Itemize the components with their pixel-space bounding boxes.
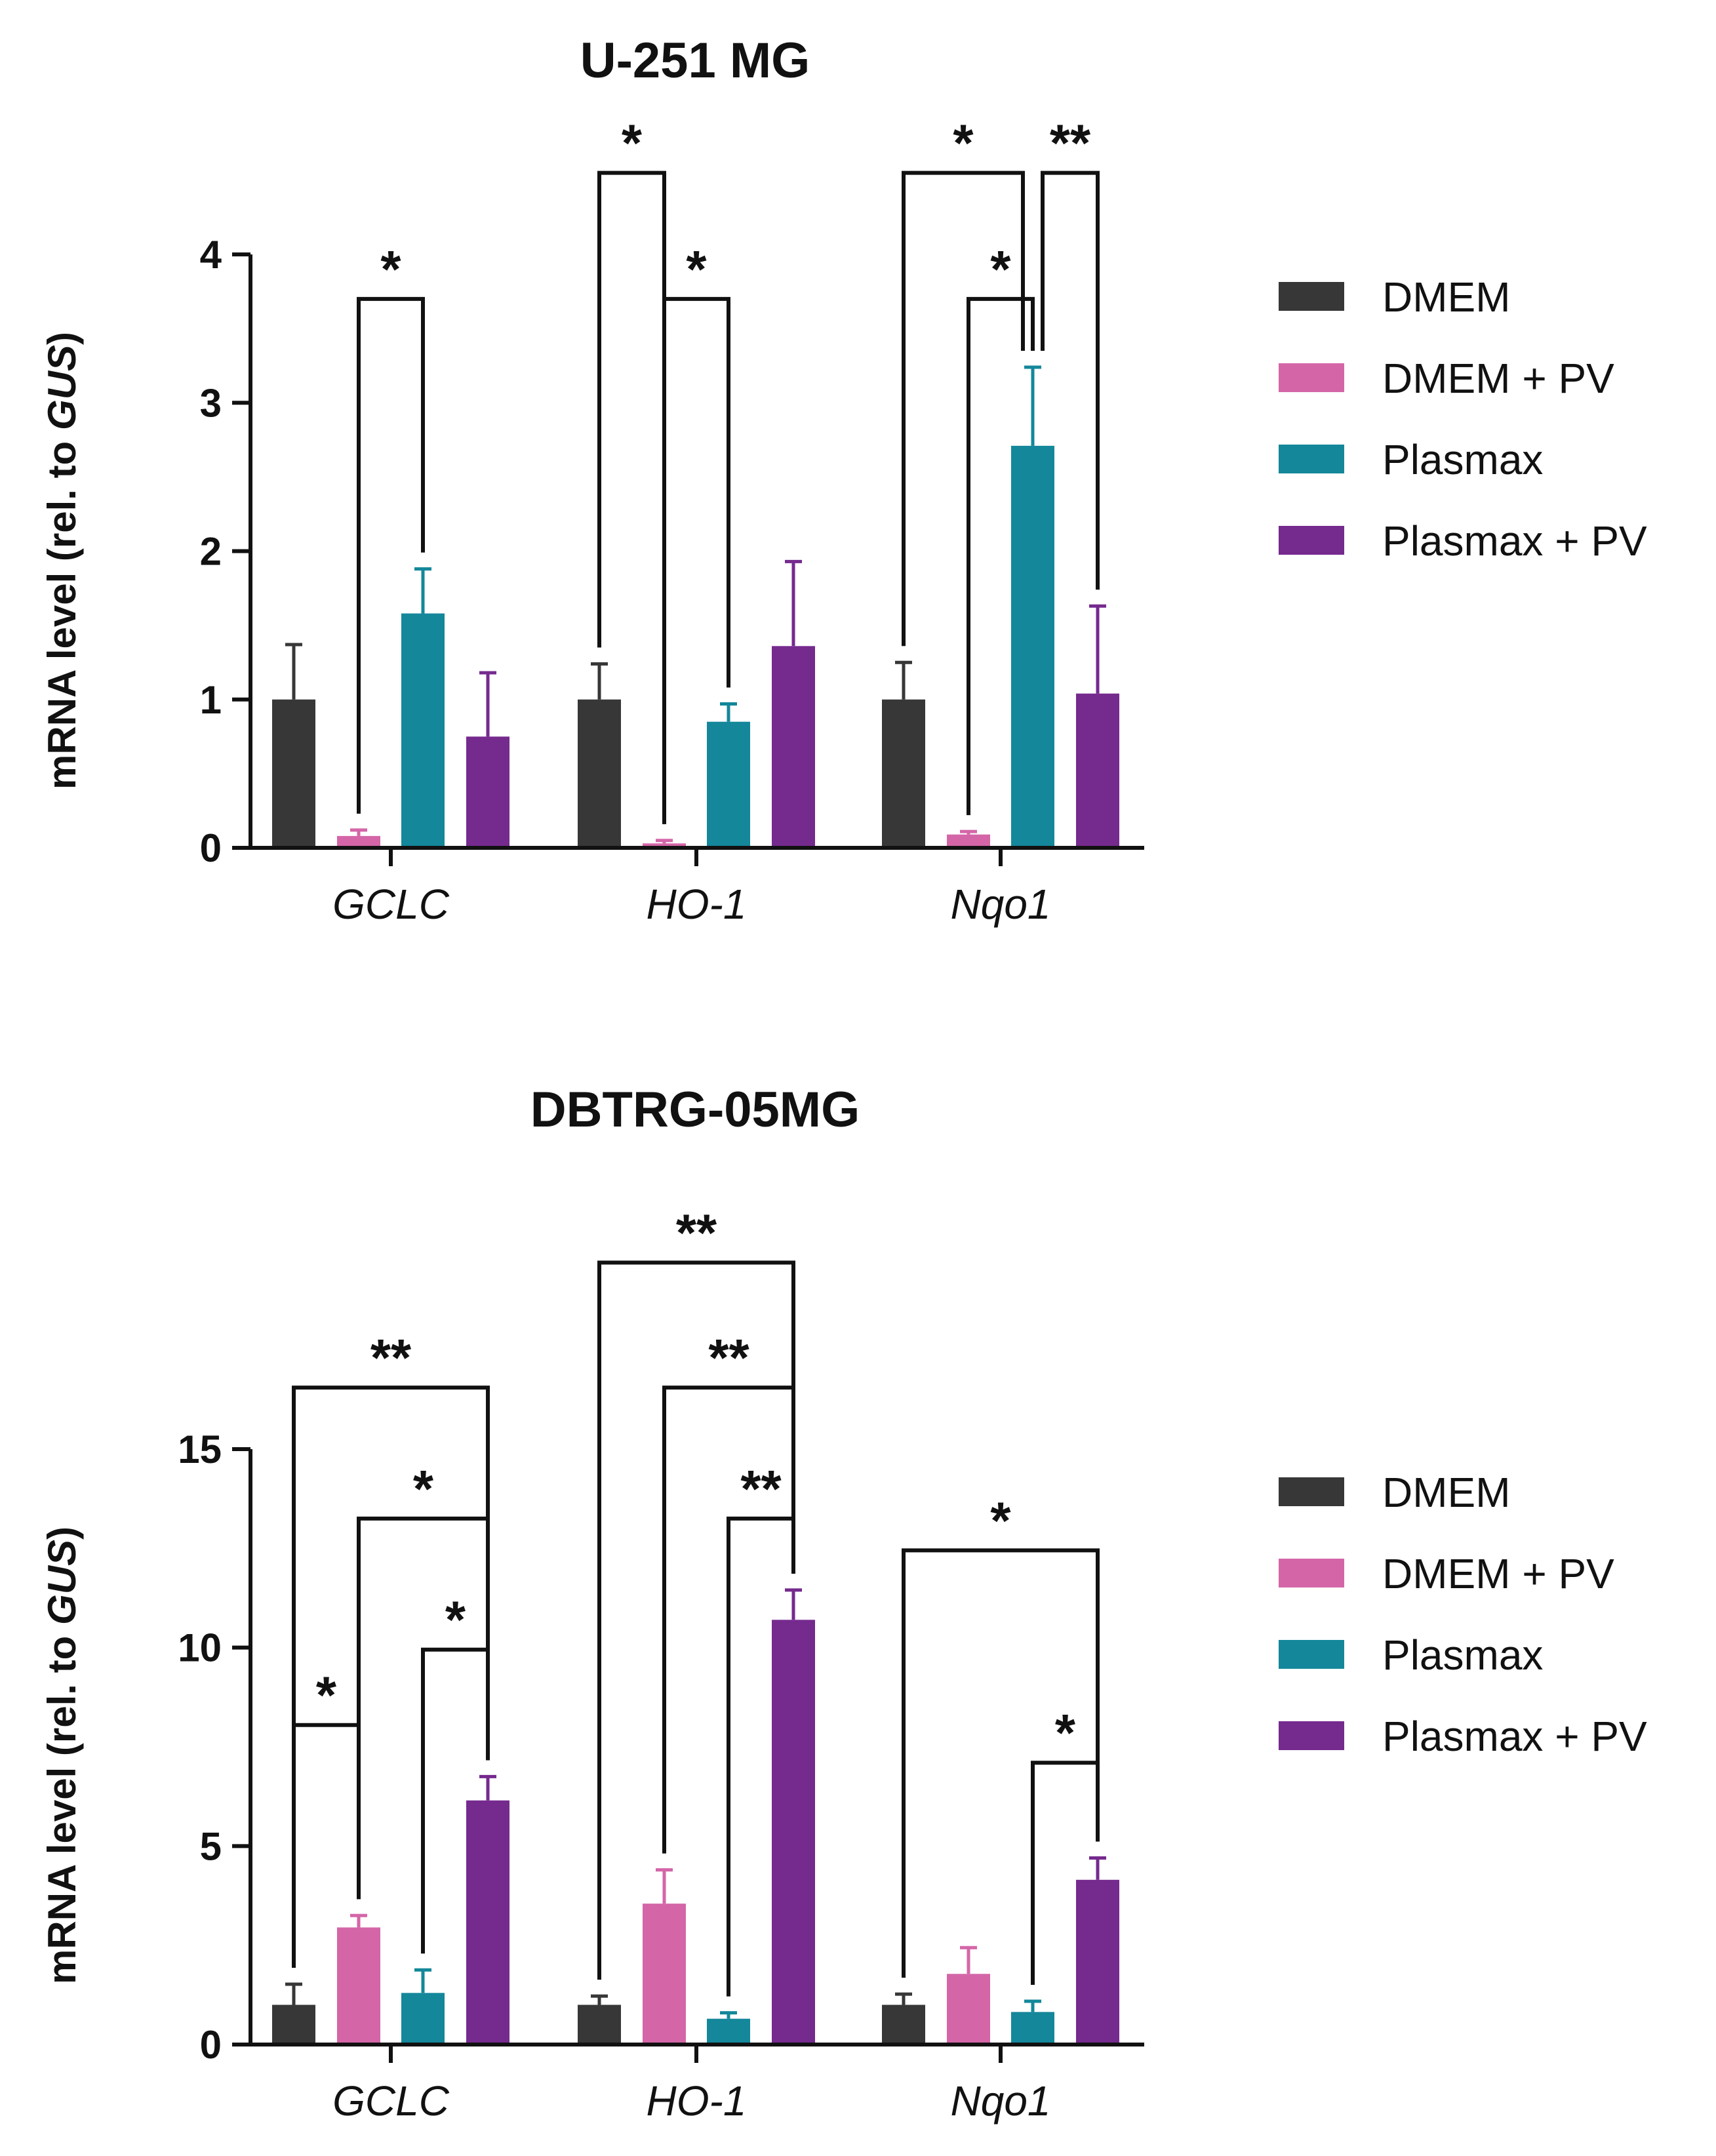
significance-bracket xyxy=(967,296,1035,816)
x-tick-label-ho-1: HO-1 xyxy=(647,881,747,928)
chart-panel-dbtrg: DBTRG-05MG mRNA level (rel. to GUS) 0 5 10… xyxy=(40,1082,1647,2125)
significance-bracket xyxy=(357,296,425,814)
significance-stars: * xyxy=(380,240,401,298)
legend-swatch-dmem xyxy=(1279,1477,1344,1506)
significance-stars: ** xyxy=(1050,114,1091,172)
significance-bracket xyxy=(292,1386,490,1968)
legend-label-plasmax: Plasmax xyxy=(1382,436,1543,483)
y-axis-label-gus: GUS xyxy=(40,1540,84,1625)
legend-swatch-plasmax-pv xyxy=(1279,526,1344,555)
chart-panel-u251: U-251 MG mRNA level (rel. to GUS) 0 1 2 3 4 G… xyxy=(40,33,1647,928)
significance-bracket xyxy=(902,170,1025,647)
bar-dmem-gclc xyxy=(272,699,315,848)
y-axis-label: mRNA level (rel. to GUS) xyxy=(40,1527,84,1984)
bar-dmem-ho-1 xyxy=(578,699,621,848)
legend-swatch-dmem-pv xyxy=(1279,1559,1344,1587)
significance-bracket xyxy=(902,1548,1100,1978)
bar-dmem-ho-1 xyxy=(578,2005,621,2045)
legend-label-dmem: DMEM xyxy=(1382,1469,1511,1516)
chart-title: DBTRG-05MG xyxy=(530,1082,860,1138)
bar-plasmax-pv-ho-1 xyxy=(772,646,815,848)
bar-plasmax-ho-1 xyxy=(707,721,750,848)
bar-dmem-nqo1 xyxy=(882,2005,925,2045)
legend-label-plasmax-pv: Plasmax + PV xyxy=(1382,1713,1647,1760)
significance-stars: * xyxy=(445,1591,466,1649)
bar-plasmax-pv-nqo1 xyxy=(1076,1879,1119,2045)
legend: DMEM DMEM + PV Plasmax Plasmax + PV xyxy=(1279,1469,1647,1760)
significance-stars: * xyxy=(413,1460,434,1518)
bar-plasmax-pv-ho-1 xyxy=(772,1620,815,2045)
significance-bracket xyxy=(1041,170,1100,590)
bar-dmem-pv-ho-1 xyxy=(643,1904,686,2045)
y-tick-label: 5 xyxy=(200,1824,222,1868)
y-axis-label-suffix: ) xyxy=(40,332,84,345)
bar-plasmax-nqo1 xyxy=(1011,445,1054,848)
y-tick-label: 10 xyxy=(178,1626,222,1670)
legend-label-dmem: DMEM xyxy=(1382,273,1511,321)
significance-stars: ** xyxy=(370,1328,412,1387)
significance-stars: * xyxy=(990,240,1011,298)
bar-plasmax-gclc xyxy=(401,613,445,848)
legend-label-plasmax: Plasmax xyxy=(1382,1631,1543,1679)
significance-stars: ** xyxy=(708,1328,749,1387)
bar-plasmax-gclc xyxy=(401,1993,445,2045)
y-axis-label-prefix: mRNA level (rel. to xyxy=(40,1625,84,1984)
legend-swatch-dmem-pv xyxy=(1279,363,1344,392)
y-tick-label: 0 xyxy=(200,2023,222,2067)
bar-dmem-nqo1 xyxy=(882,699,925,848)
y-axis-label-prefix: mRNA level (rel. to xyxy=(40,430,84,789)
bar-dmem-pv-nqo1 xyxy=(947,1974,990,2045)
y-tick-label: 4 xyxy=(200,233,222,277)
significance-stars: * xyxy=(316,1666,337,1725)
y-axis-label: mRNA level (rel. to GUS) xyxy=(40,332,84,789)
significance-stars: ** xyxy=(676,1203,717,1262)
bar-plasmax-pv-nqo1 xyxy=(1076,693,1119,848)
y-tick-label: 2 xyxy=(200,530,222,574)
y-axis-label-gus: GUS xyxy=(40,345,84,430)
bar-dmem-pv-nqo1 xyxy=(947,834,990,848)
legend-label-dmem-pv: DMEM + PV xyxy=(1382,355,1614,402)
x-tick-label-ho-1: HO-1 xyxy=(647,2077,747,2125)
y-tick-label: 15 xyxy=(178,1427,222,1471)
y-tick-label: 3 xyxy=(200,381,222,425)
significance-stars: * xyxy=(622,114,643,172)
bar-dmem-pv-gclc xyxy=(337,835,380,848)
significance-bracket xyxy=(662,296,730,824)
legend-label-plasmax-pv: Plasmax + PV xyxy=(1382,517,1647,565)
significance-stars: * xyxy=(686,240,707,298)
significance-stars: ** xyxy=(740,1460,782,1518)
legend-label-dmem-pv: DMEM + PV xyxy=(1382,1550,1614,1597)
bar-dmem-pv-gclc xyxy=(337,1927,380,2045)
legend-swatch-plasmax-pv xyxy=(1279,1721,1344,1750)
bar-plasmax-ho-1 xyxy=(707,2018,750,2045)
chart-title: U-251 MG xyxy=(580,33,810,89)
bar-dmem-pv-ho-1 xyxy=(643,843,686,848)
bar-plasmax-nqo1 xyxy=(1011,2012,1054,2045)
y-axis-label-suffix: ) xyxy=(40,1527,84,1540)
bar-plasmax-pv-gclc xyxy=(466,736,509,848)
x-tick-label-nqo1: Nqo1 xyxy=(951,881,1051,928)
legend-swatch-dmem xyxy=(1279,282,1344,311)
legend-swatch-plasmax xyxy=(1279,1640,1344,1669)
significance-bracket xyxy=(597,1260,795,1980)
significance-stars: * xyxy=(1055,1704,1076,1762)
legend-swatch-plasmax xyxy=(1279,445,1344,473)
y-tick-label: 1 xyxy=(200,678,222,722)
x-tick-label-gclc: GCLC xyxy=(332,2077,450,2125)
legend: DMEM DMEM + PV Plasmax Plasmax + PV xyxy=(1279,273,1647,565)
significance-stars: * xyxy=(953,114,974,172)
bar-dmem-gclc xyxy=(272,2005,315,2045)
x-tick-label-nqo1: Nqo1 xyxy=(951,2077,1051,2125)
bar-plasmax-pv-gclc xyxy=(466,1800,509,2045)
x-tick-label-gclc: GCLC xyxy=(332,881,450,928)
y-tick-label: 0 xyxy=(200,826,222,870)
significance-stars: * xyxy=(990,1491,1011,1549)
